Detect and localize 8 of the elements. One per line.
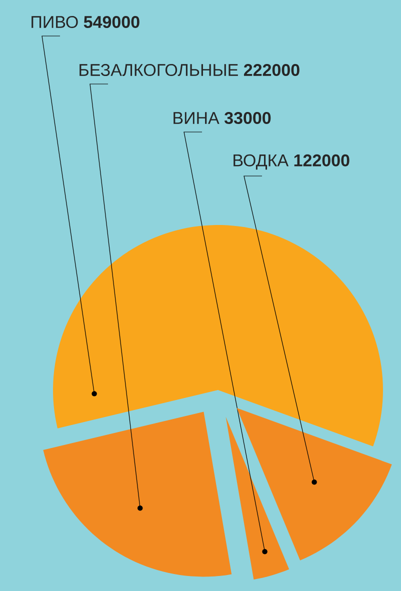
slice-label: ПИВО bbox=[32, 16, 78, 28]
slice-label: БЕЗАЛКОГОЛЬНЫЕ bbox=[80, 64, 238, 76]
data-label: 549000 bbox=[84, 16, 140, 28]
slice-label: ВИНА bbox=[174, 112, 220, 124]
slice-label: ВОДКА bbox=[234, 154, 289, 170]
data-label: 222000 bbox=[244, 64, 300, 76]
data-label: 122000 bbox=[294, 154, 350, 166]
data-label: 33000 bbox=[224, 112, 271, 124]
